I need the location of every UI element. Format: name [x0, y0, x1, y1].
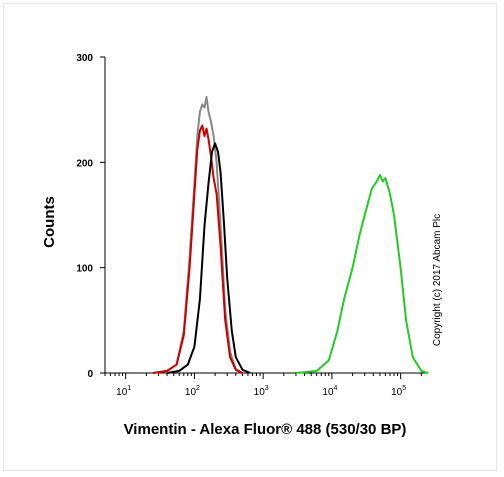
y-tick-label: 100 — [76, 264, 93, 275]
histogram-series-3 — [166, 142, 251, 374]
x-tick-label: 102 — [185, 385, 200, 398]
x-tick-label: 104 — [322, 385, 337, 398]
x-tick-label: 105 — [391, 385, 406, 398]
y-tick-label: 0 — [87, 369, 93, 380]
chart-frame — [3, 3, 497, 471]
histogram-series-4 — [295, 174, 429, 374]
y-tick-label: 300 — [76, 53, 93, 64]
x-tick-label: 103 — [254, 385, 269, 398]
y-tick-label: 200 — [76, 158, 93, 169]
copyright-note: Copyright (c) 2017 Abcam Plc — [432, 214, 443, 346]
y-axis-label: Counts — [41, 196, 58, 248]
histogram-series-2 — [152, 124, 243, 374]
histogram-series-1 — [152, 96, 244, 374]
x-tick-label: 101 — [116, 385, 131, 398]
x-axis-label: Vimentin - Alexa Fluor® 488 (530/30 BP) — [124, 421, 407, 438]
